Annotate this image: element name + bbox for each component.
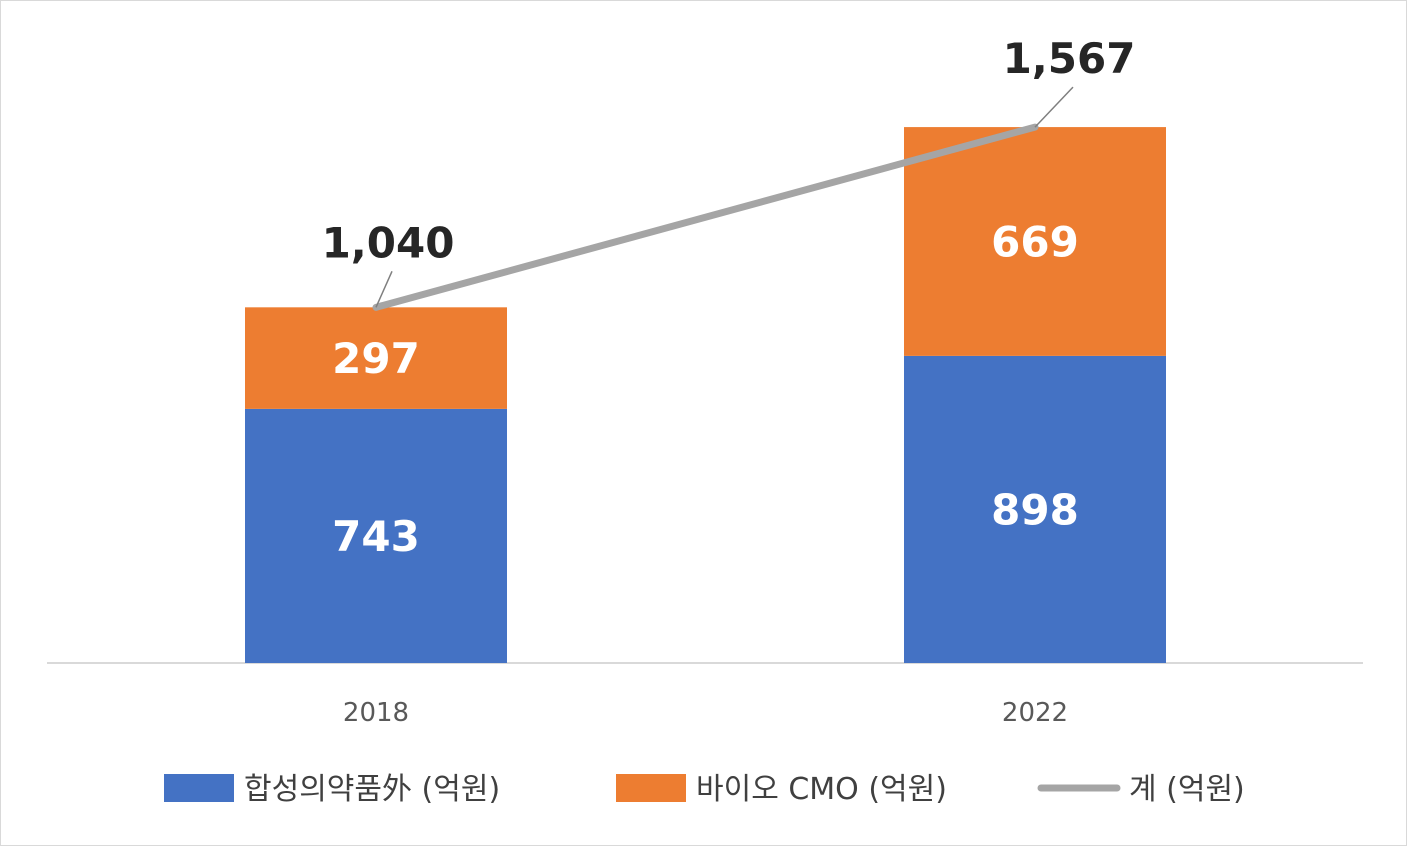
bar-synthetic-2022	[904, 355, 1166, 663]
legend-total-label: 계 (억원)	[1129, 772, 1245, 807]
data-label-synthetic-2022: 898	[991, 485, 1079, 534]
bar-synthetic-2018	[245, 408, 507, 663]
total-leader-line-2018	[375, 271, 393, 308]
x-tick-label-2018: 2018	[343, 698, 409, 728]
total-line	[372, 123, 1039, 311]
x-tick-label-2022: 2022	[1002, 698, 1068, 728]
total-label-2022: 1,567	[1003, 34, 1136, 83]
data-label-bio-cmo-2018: 297	[332, 334, 420, 383]
bar-bio-cmo-2022	[904, 127, 1166, 356]
legend-bio-cmo-label: 바이오 CMO (억원)	[696, 772, 947, 807]
data-label-synthetic-2018: 743	[332, 512, 420, 561]
legend-synthetic-label: 합성의약품外 (억원)	[244, 772, 500, 807]
bar-bio-cmo-2018	[245, 307, 507, 409]
data-label-bio-cmo-2022: 669	[991, 217, 1079, 266]
total-leader-line-2022	[1034, 86, 1074, 128]
legend-bio-cmo-swatch	[616, 774, 686, 802]
total-label-2018: 1,040	[322, 218, 455, 267]
legend-synthetic-swatch	[164, 774, 234, 802]
